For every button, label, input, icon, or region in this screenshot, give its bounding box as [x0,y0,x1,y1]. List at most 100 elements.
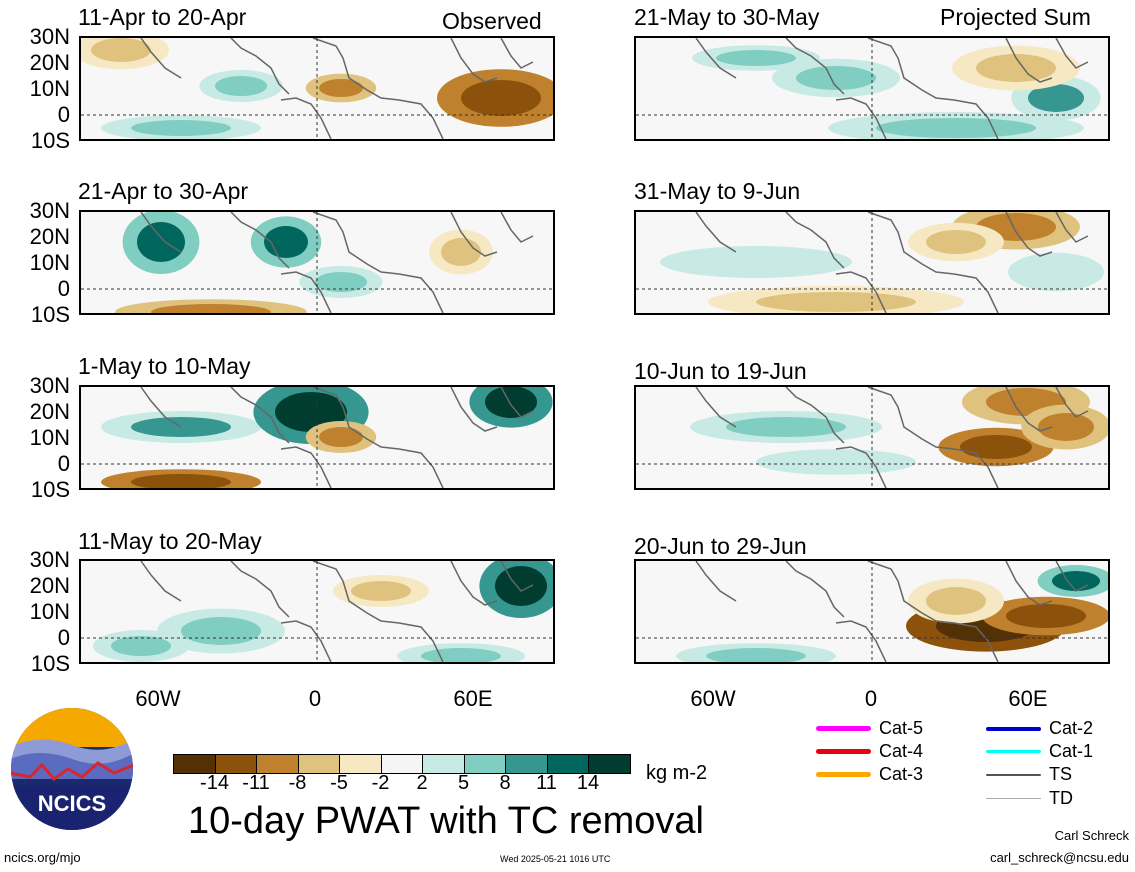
colorbar-swatch [257,755,299,773]
legend-swatch [986,773,1041,776]
anomaly-contour [137,222,185,262]
anomaly-contour [960,435,1032,459]
anomaly-contour [976,54,1056,82]
legend-label: Cat-2 [1049,718,1094,738]
anomaly-contour [726,417,846,437]
map-panel-left-1 [79,36,555,141]
lat-label: 30N [29,198,70,223]
anomaly-contour [181,617,261,645]
panel-title-left-3: 1-May to 10-May [78,353,251,379]
coastline [140,561,534,662]
lat-label: 0 [57,102,70,127]
anomaly-contour [786,454,886,470]
legend-swatch [816,749,871,754]
coastline [695,38,1089,139]
observed-header: Observed [442,8,542,34]
anomaly-contour [706,648,806,662]
logo-text: NCICS [38,791,106,816]
colorbar-swatch [298,755,340,773]
anomaly-contour [441,238,481,266]
footer-author: Carl Schreck [1054,828,1129,843]
colorbar-tick-label: 11 [536,772,557,794]
legend-swatch [816,772,871,777]
coastline [695,387,1089,488]
anomaly-contour [315,272,367,292]
lat-label: 10S [30,477,70,502]
colorbar-tick-label: -14 [200,772,229,794]
lon-label-left-60e: 60E [453,686,493,711]
map-panel-left-3 [79,385,555,490]
legend-label: Cat-5 [879,718,924,738]
colorbar-tick-label: 5 [457,772,470,794]
colorbar-swatch [215,755,257,773]
anomaly-contour [319,427,363,447]
anomaly-contour [796,66,876,90]
legend-cat4: Cat-4 [816,741,923,762]
map-panel-left-4 [79,559,555,664]
colorbar-swatch [174,755,216,773]
lon-label-right-0: 0 [864,686,878,711]
legend-cat2: Cat-2 [986,718,1093,739]
lon-label-right-60w: 60W [690,686,736,711]
lat-label: 30N [29,373,70,398]
colorbar-tick-label: -5 [330,772,348,794]
lat-label: 30N [29,24,70,49]
colorbar [173,754,631,774]
legend-label: Cat-1 [1049,741,1094,761]
lat-label: 20N [29,573,70,598]
lat-label: 10N [29,599,70,624]
lon-label-left-60w: 60W [135,686,181,711]
legend-swatch [986,750,1041,753]
anomaly-contour [876,118,1036,138]
anomaly-contour [1006,604,1086,628]
map-panel-right-1 [634,36,1110,141]
map-panel-right-2 [634,210,1110,315]
anomaly-contour [716,50,796,66]
map-panel-left-2 [79,210,555,315]
colorbar-tick-label: -8 [288,772,307,794]
legend-label: TS [1049,764,1073,784]
lat-label: 10N [29,250,70,275]
main-title: 10-day PWAT with TC removal [188,800,704,842]
colorbar-tick-label: 8 [499,772,511,794]
colorbar-swatch [381,755,423,773]
panel-title-right-3: 10-Jun to 19-Jun [634,358,807,384]
legend-swatch [986,726,1041,731]
lon-label-left-0: 0 [308,686,322,711]
anomaly-contour [111,636,171,656]
colorbar-tick-label: 2 [416,772,428,794]
lat-label: 30N [29,547,70,572]
panel-title-left-1: 11-Apr to 20-Apr [78,4,247,30]
colorbar-swatch [340,755,382,773]
anomaly-contour [756,292,916,312]
anomaly-contour [319,79,363,97]
anomaly-contour [131,474,231,488]
anomaly-contour [1028,84,1084,112]
footer-email[interactable]: carl_schreck@ncsu.edu [990,850,1129,865]
anomaly-contour [215,76,267,96]
footer-url[interactable]: ncics.org/mjo [4,850,81,865]
anomaly-contour [495,566,547,606]
legend-ts: TS [986,764,1072,785]
lat-label: 10N [29,76,70,101]
legend-cat5: Cat-5 [816,718,923,739]
lat-label: 0 [57,451,70,476]
anomaly-contour [926,587,986,615]
footer-timestamp: Wed 2025-05-21 1016 UTC [500,854,611,864]
legend-cat1: Cat-1 [986,741,1093,762]
panel-title-left-4: 11-May to 20-May [78,528,262,554]
colorbar-swatch [547,755,589,773]
lat-label: 20N [29,399,70,424]
panel-title-right-4: 20-Jun to 29-Jun [634,533,807,559]
legend-label: Cat-4 [879,741,924,761]
legend-td: TD [986,788,1073,809]
anomaly-contour [151,304,271,313]
lat-label: 10S [30,651,70,676]
colorbar-swatch [464,755,506,773]
panel-title-right-1: 21-May to 30-May [634,4,820,30]
ncics-logo: NCICS [10,707,134,831]
coastline [695,561,1089,662]
anomaly-contour [351,581,411,601]
anomaly-contour [131,120,231,136]
panel-title-right-2: 31-May to 9-Jun [634,178,801,204]
